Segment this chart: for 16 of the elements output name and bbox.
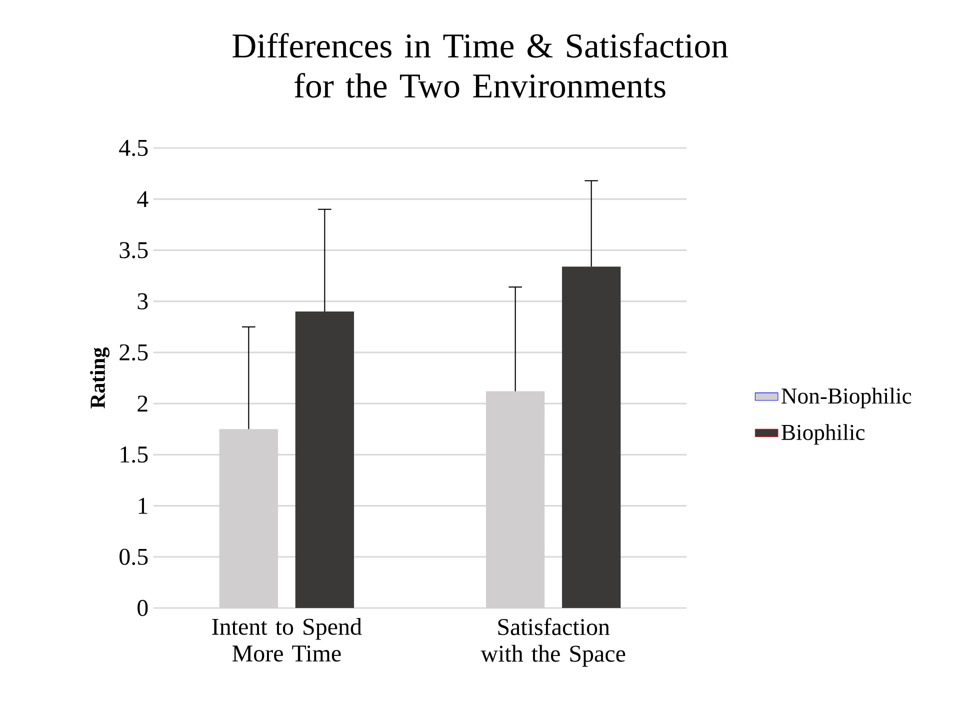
y-tick-label: 0 <box>138 600 148 616</box>
y-tick-label: 4.5 <box>119 140 148 156</box>
legend-label: Non-Biophilic <box>782 388 912 408</box>
x-tick-label: Satisfaction with the Space <box>480 618 626 667</box>
y-tick-label: 2.5 <box>120 344 148 361</box>
x-tick-label: Intent to Spend More Time <box>212 618 362 662</box>
y-tick-label: 4 <box>137 191 148 208</box>
legend-label: Biophilic <box>782 424 865 445</box>
y-tick-label: 0.5 <box>120 548 148 566</box>
y-tick-label: 3 <box>138 293 148 310</box>
y-tick-label: 2 <box>138 396 148 412</box>
y-tick-label: 1.5 <box>120 446 148 463</box>
y-axis-title: Rating <box>90 348 110 409</box>
y-tick-label: 3.5 <box>120 242 148 258</box>
y-tick-label: 1 <box>138 498 148 514</box>
chart-title: Differences in Time & Satisfaction for the Two Environments <box>232 33 728 98</box>
